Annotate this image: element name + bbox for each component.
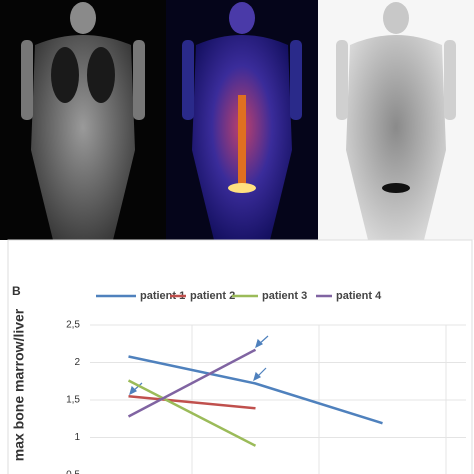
y-tick-label: 2,5 <box>66 320 80 331</box>
legend-label: patient 2 <box>190 290 235 302</box>
y-tick-label: 2 <box>74 357 80 368</box>
y-tick-label: 1 <box>74 432 80 443</box>
legend-label: patient 3 <box>262 290 307 302</box>
series-line <box>128 395 256 410</box>
y-axis-label: max bone marrow/liver <box>11 308 27 461</box>
arrows <box>129 335 269 396</box>
series-line <box>127 348 257 418</box>
y-tick-label: 1,5 <box>66 395 80 406</box>
legend-label: patient 1 <box>140 290 185 302</box>
panel-label: B <box>12 284 21 298</box>
chart-frame <box>7 239 473 474</box>
series-line <box>127 379 257 447</box>
scan-images <box>0 0 456 240</box>
y-tick-label: 0,5 <box>66 470 80 474</box>
legend-label: patient 4 <box>336 290 382 302</box>
series-line <box>128 355 383 425</box>
